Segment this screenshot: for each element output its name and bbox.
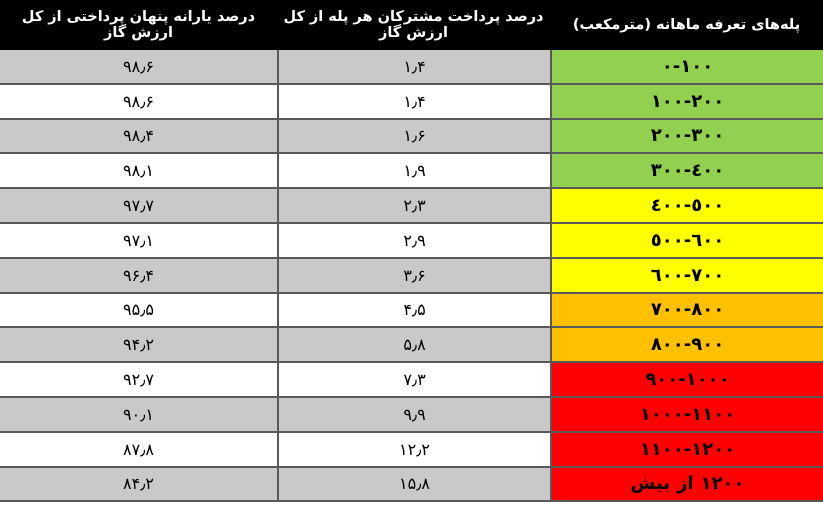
tier-cell: ٦۰۰-۷۰۰	[550, 258, 823, 294]
tier-cell: ۷۰۰-۸۰۰	[550, 293, 823, 329]
subsidy-cell: ۸۷٫۸	[0, 432, 277, 468]
payment-cell: ۵٫۸	[277, 328, 550, 364]
subsidy-cell: ۹۸٫۱	[0, 154, 277, 190]
tier-range: ۱۰۰-۲۰۰	[650, 90, 725, 112]
tier-cell: ۹۰۰-۱۰۰۰	[550, 363, 823, 398]
tier-range: ٤۰۰-٥۰۰	[650, 195, 725, 217]
tier-cell: بیش از ۱۲۰۰	[550, 467, 823, 503]
subsidy-cell: ۹۴٫۲	[0, 328, 277, 364]
payment-cell: ۱٫۶	[277, 119, 550, 155]
payment-cell: ۱۲٫۲	[277, 432, 550, 468]
tier-range: ۳۰۰-٤۰۰	[650, 160, 725, 182]
subsidy-cell: ۹۷٫۱	[0, 223, 277, 259]
subsidy-cell: ۹۲٫۷	[0, 363, 277, 398]
tier-cell: ۱۰۰۰-۱۱۰۰	[550, 397, 823, 433]
tier-cell: ۱۰۰-۲۰۰	[550, 84, 823, 120]
tier-range: ٦۰۰-۷۰۰	[650, 264, 725, 286]
tier-cell: ٤۰۰-٥۰۰	[550, 189, 823, 224]
tier-cell: ۱۱۰۰-۱۲۰۰	[550, 432, 823, 468]
payment-cell: ۱٫۴	[277, 84, 550, 120]
tier-label-part: از	[677, 473, 694, 495]
tier-range: ۰-۱۰۰	[661, 55, 714, 77]
tier-cell: ۸۰۰-۹۰۰	[550, 328, 823, 364]
tier-range: ۱۰۰۰-۱۱۰۰	[639, 403, 736, 425]
tier-range: ۸۰۰-۹۰۰	[650, 334, 725, 356]
subsidy-cell: ۹۸٫۶	[0, 84, 277, 120]
subsidy-cell: ۹۸٫۶	[0, 50, 277, 85]
subsidy-cell: ۹۶٫۴	[0, 258, 277, 294]
payment-cell: ۱٫۹	[277, 154, 550, 190]
payment-cell: ۲٫۳	[277, 189, 550, 224]
tier-cell: ٥۰۰-٦۰۰	[550, 223, 823, 259]
payment-cell: ۲٫۹	[277, 223, 550, 259]
header-tariff-tier: پله‌های تعرفه ماهانه (مترمکعب)	[550, 0, 823, 50]
payment-cell: ۷٫۳	[277, 363, 550, 398]
subsidy-cell: ۹۷٫۷	[0, 189, 277, 224]
tier-label-part: ۱۲۰۰	[700, 473, 745, 495]
payment-cell: ۳٫۶	[277, 258, 550, 294]
tier-label-part: بیش	[630, 473, 671, 495]
subsidy-cell: ۹۸٫۴	[0, 119, 277, 155]
tier-range: ۱۱۰۰-۱۲۰۰	[639, 438, 736, 460]
payment-cell: ۱۵٫۸	[277, 467, 550, 503]
payment-cell: ۹٫۹	[277, 397, 550, 433]
payment-cell: ۴٫۵	[277, 293, 550, 329]
tier-range: ۷۰۰-۸۰۰	[650, 299, 725, 321]
tier-cell: ۳۰۰-٤۰۰	[550, 154, 823, 190]
tier-cell: ۲۰۰-۳۰۰	[550, 119, 823, 155]
subsidy-cell: ۹۰٫۱	[0, 397, 277, 433]
subsidy-cell: ۹۵٫۵	[0, 293, 277, 329]
tier-range: ۲۰۰-۳۰۰	[650, 125, 725, 147]
payment-cell: ۱٫۴	[277, 50, 550, 85]
subsidy-cell: ۸۴٫۲	[0, 467, 277, 503]
header-payment-share: درصد پرداخت مشترکان هر پله از کل ارزش گا…	[277, 0, 550, 50]
tier-range: ٥۰۰-٦۰۰	[650, 229, 725, 251]
tier-range: ۹۰۰-۱۰۰۰	[645, 369, 730, 391]
tier-cell: ۰-۱۰۰	[550, 50, 823, 85]
header-hidden-subsidy: درصد یارانه پنهان پرداختی از کل ارزش گاز	[0, 0, 277, 50]
